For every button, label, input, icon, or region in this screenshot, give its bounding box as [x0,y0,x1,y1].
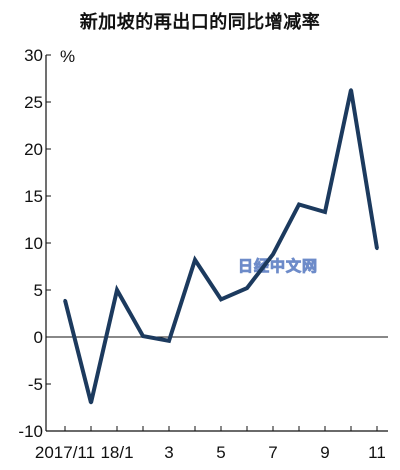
chart-title: 新加坡的再出口的同比增减率 [79,12,321,33]
x-tick-label: 11 [368,443,386,462]
x-tick-label: 9 [320,443,329,462]
data-point [245,286,249,290]
data-point [89,401,93,405]
data-point [115,288,119,292]
data-point [323,210,327,214]
watermark: 日经中文网 [238,257,318,275]
data-point [167,339,171,343]
y-tick-label: -10 [18,422,43,441]
data-point [349,88,353,92]
series-group [63,88,379,405]
x-axis-ticks: 2017/11 18/1 3 5 7 9 11 [35,426,386,462]
x-tick-label: 7 [268,443,277,462]
x-tick-label: 5 [216,443,225,462]
data-point [375,247,379,251]
data-point [63,298,67,302]
y-tick-label: 30 [24,46,43,65]
x-tick-label: 18/1 [100,443,133,462]
y-tick-label: 20 [24,140,43,159]
data-point [297,202,301,206]
data-point [271,252,275,256]
series-line [63,89,379,404]
y-tick-label: 0 [34,328,43,347]
x-tick-label: 3 [164,443,173,462]
data-point [219,297,223,301]
x-tick-label: 2017/11 [35,443,95,462]
y-axis-ticks: 30 25 20 15 10 5 0 -5 -10 [18,46,51,441]
y-tick-label: 10 [24,234,43,253]
data-point [193,258,197,262]
y-tick-label: 5 [34,281,43,300]
data-point [141,334,145,338]
y-tick-label: 25 [24,93,43,112]
y-tick-label: 15 [24,187,43,206]
y-tick-label: -5 [28,375,43,394]
y-axis-unit: % [60,47,75,66]
